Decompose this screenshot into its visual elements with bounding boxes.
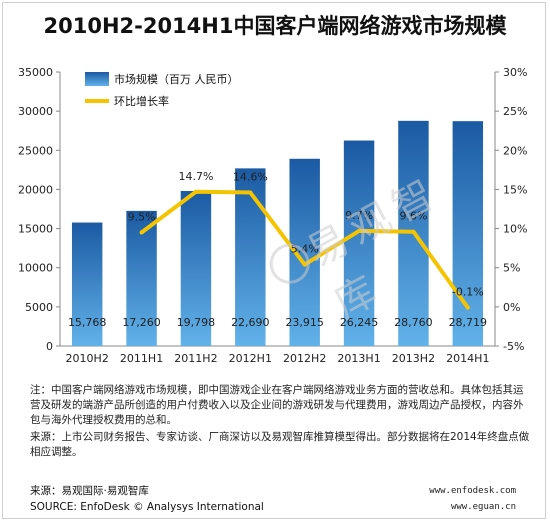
chart-area: 0 5000 10000 15000 20000 25000 30000 35000 -5% 0%…	[0, 50, 550, 380]
chart-axes: 0 5000 10000 15000 20000 25000 30000 35000 -5% 0%…	[18, 66, 527, 365]
source-cn: 来源：易观国际·易观智库	[30, 485, 149, 497]
bar-value-label: 17,260	[122, 316, 161, 329]
y-right-tick-label: 20%	[503, 144, 527, 157]
bar-value-label: 23,915	[285, 316, 324, 329]
x-tick-label: 2014H1	[446, 352, 489, 365]
x-tick-label: 2012H1	[229, 352, 272, 365]
y-left-tick-label: 0	[46, 340, 53, 353]
x-tick-label: 2011H2	[174, 352, 217, 365]
legend-bar-label: 市场规模（百万 人民币）	[114, 72, 239, 86]
chart-legend: 市场规模（百万 人民币） 环比增长率	[85, 72, 239, 108]
chart-frame	[2, 2, 546, 519]
y-left-tick-label: 25000	[18, 144, 53, 157]
y-left-tick-label: 15000	[18, 223, 53, 236]
y-left-tick-label: 5000	[25, 301, 53, 314]
growth-rate-point	[411, 229, 416, 234]
growth-rate-point	[302, 262, 307, 267]
growth-rate-point	[357, 228, 362, 233]
growth-rate-label: 9.5%	[128, 210, 156, 223]
y-right-tick-label: 10%	[503, 223, 527, 236]
bar-value-label: 19,798	[177, 316, 216, 329]
x-tick-label: 2013H2	[392, 352, 435, 365]
growth-rate-label: 9.7%	[345, 209, 373, 222]
y-right-tick-label: -5%	[503, 340, 524, 353]
bar-value-label: 28,760	[394, 316, 433, 329]
bar	[452, 121, 484, 346]
y-right-tick-label: 30%	[503, 66, 527, 79]
growth-rate-point	[465, 305, 470, 310]
y-left-tick-label: 20000	[18, 183, 53, 196]
note-definition: 注：中国客户端网络游戏市场规模，即中国游戏企业在客户端网络游戏业务方面的营收总和…	[30, 384, 524, 426]
y-right-tick-label: 0%	[503, 301, 520, 314]
bar-value-label: 28,719	[449, 316, 488, 329]
growth-rate-point	[139, 230, 144, 235]
source-en: SOURCE: EnfoDesk © Analysys Internationa…	[30, 501, 264, 513]
growth-rate-label: -0.1%	[452, 286, 484, 299]
site-block: www.enfodesk.com www.eguan.cn	[429, 483, 516, 515]
bar-value-label: 22,690	[231, 316, 270, 329]
chart-bar-labels: 15,768 17,260 19,798 22,690 23,915 26,245 28,7…	[68, 316, 487, 329]
chart-title: 2010H2-2014H1中国客户端网络游戏市场规模	[43, 14, 507, 38]
x-tick-label: 2010H2	[66, 352, 109, 365]
bar	[71, 222, 103, 346]
growth-rate-label: 5.4%	[291, 243, 319, 256]
source-block: 来源：易观国际·易观智库 SOURCE: EnfoDesk © Analysys…	[30, 483, 350, 515]
chart-line-labels: 9.5% 14.7% 14.6% 5.4% 9.7% 9.6% -0.1%	[128, 170, 484, 299]
y-right-tick-label: 25%	[503, 105, 527, 118]
bar-value-label: 26,245	[340, 316, 379, 329]
bar	[180, 191, 212, 346]
x-tick-label: 2013H1	[337, 352, 380, 365]
chart-notes: 注：中国客户端网络游戏市场规模，即中国游戏企业在客户端网络游戏业务方面的营收总和…	[30, 383, 530, 462]
growth-rate-label: 9.6%	[399, 210, 427, 223]
site-enfodesk: www.enfodesk.com	[429, 486, 516, 496]
y-left-tick-label: 35000	[18, 66, 53, 79]
site-eguan: www.eguan.cn	[450, 502, 516, 512]
y-left-tick-label: 10000	[18, 262, 53, 275]
y-right-tick-label: 5%	[503, 262, 520, 275]
x-tick-label: 2012H2	[283, 352, 326, 365]
bar	[235, 168, 266, 346]
legend-line-label: 环比增长率	[114, 94, 169, 108]
chart-svg: 0 5000 10000 15000 20000 25000 30000 35000 -5% 0%…	[18, 66, 527, 365]
bar-value-label: 15,768	[68, 316, 107, 329]
y-left-tick-label: 30000	[18, 105, 53, 118]
growth-rate-label: 14.7%	[178, 170, 213, 183]
bar	[343, 140, 375, 346]
note-source: 来源：上市公司财务报告、专家访谈、厂商深访以及易观智库推算模型得出。部分数据将在…	[30, 431, 530, 458]
growth-rate-point	[193, 189, 198, 194]
y-right-tick-label: 15%	[503, 183, 527, 196]
growth-rate-label: 14.6%	[233, 171, 268, 184]
chart-bars	[71, 120, 484, 347]
legend-bar-swatch	[85, 72, 109, 86]
x-tick-label: 2011H1	[120, 352, 163, 365]
chart-line	[139, 189, 470, 310]
growth-rate-point	[248, 190, 253, 195]
